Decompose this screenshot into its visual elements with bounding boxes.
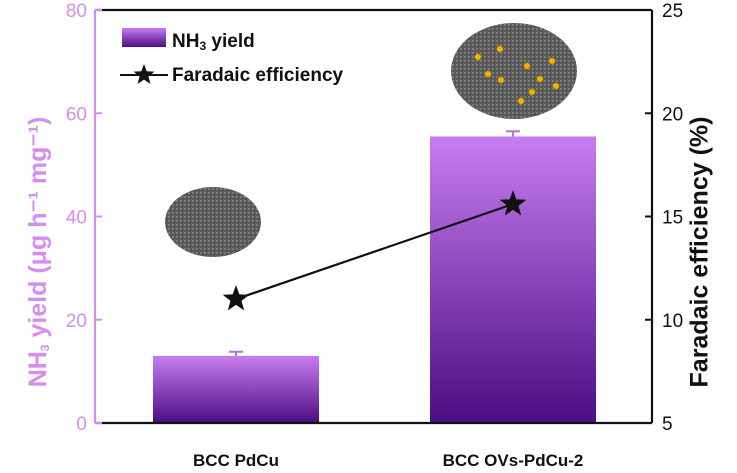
particle-image-bcc-ovs-pdcu-2	[451, 23, 577, 119]
y-axis-right-title: Faradaic efficiency (%)	[685, 116, 714, 388]
x-tick-label-1: BCC PdCu	[193, 451, 279, 470]
y-left-tick-label-20: 20	[66, 311, 87, 332]
x-tick-label-2: BCC OVs-PdCu-2	[443, 451, 584, 470]
oxygen-vacancy-dot-4	[548, 57, 556, 65]
legend-label-nh3-yield: NH3 yield	[172, 31, 255, 53]
bar-2	[430, 136, 596, 423]
oxygen-vacancy-dot-10	[517, 97, 525, 105]
y-right-tick-label-25: 25	[662, 1, 683, 22]
particle-image-bcc-pdcu	[165, 187, 261, 257]
y-left-tick-label-0: 0	[76, 414, 87, 435]
faradaic-efficiency-line	[235, 203, 514, 301]
y-right-tick-label-15: 15	[662, 208, 683, 229]
faradaic-efficiency-point-1	[222, 285, 250, 311]
oxygen-vacancy-dot-2	[496, 45, 504, 53]
y-right-tick-label-20: 20	[662, 104, 683, 125]
y-left-tick-label-40: 40	[66, 208, 87, 229]
oxygen-vacancy-dot-5	[497, 76, 505, 84]
oxygen-vacancy-dot-9	[536, 75, 544, 83]
y-right-tick-label-10: 10	[662, 311, 683, 332]
y-right-tick-label-5: 5	[662, 414, 673, 435]
legend-swatch-star	[133, 64, 155, 84]
y-axis-left-title: NH3 yield (μg h⁻¹ mg⁻¹)	[24, 116, 52, 388]
faradaic-efficiency-point-2	[499, 190, 527, 216]
oxygen-vacancy-dot-8	[484, 70, 492, 78]
y-left-tick-label-60: 60	[66, 104, 87, 125]
legend-label-faradaic-efficiency: Faradaic efficiency	[172, 65, 344, 86]
oxygen-vacancy-dot-1	[474, 53, 482, 61]
oxygen-vacancy-dot-6	[528, 88, 536, 96]
bar-1	[153, 355, 319, 423]
y-left-tick-label-80: 80	[66, 1, 87, 22]
legend-swatch-bar	[122, 28, 166, 47]
oxygen-vacancy-dot-7	[552, 82, 560, 90]
oxygen-vacancy-dot-3	[523, 62, 531, 70]
